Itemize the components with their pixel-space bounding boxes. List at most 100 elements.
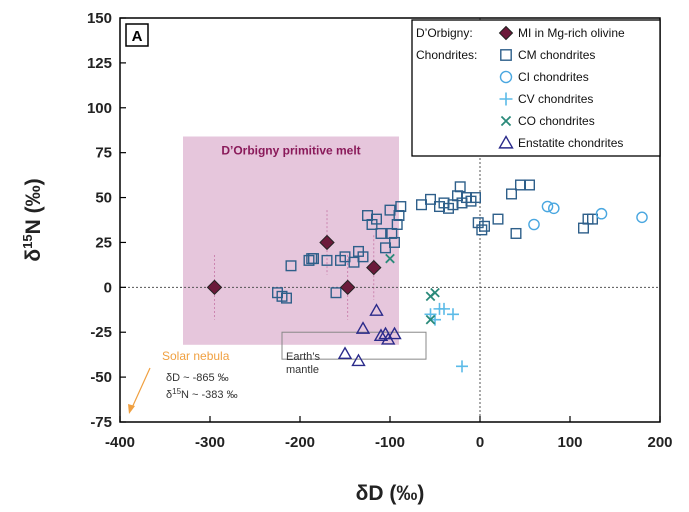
data-point	[595, 207, 608, 220]
x-axis-label: δD (‰)	[356, 482, 425, 505]
data-point	[515, 179, 527, 191]
data-point	[425, 193, 437, 205]
data-point	[321, 254, 333, 266]
y-axis-label-rest: N (‰)	[22, 178, 45, 234]
data-point	[438, 302, 450, 315]
data-point	[636, 211, 648, 224]
data-point	[308, 253, 320, 265]
data-point	[541, 200, 554, 213]
legend-marker	[499, 92, 513, 106]
data-point	[366, 259, 382, 276]
legend: D’Orbigny: Chondrites: MI in Mg-rich olivi…	[411, 19, 661, 157]
y-tick-label: 0	[104, 279, 112, 296]
panel-label-box	[125, 23, 149, 47]
earth-mantle-region	[281, 331, 427, 360]
legend-group-label: D’Orbigny:	[416, 26, 473, 40]
data-point	[578, 222, 590, 234]
data-point	[476, 224, 488, 236]
legend-marker	[498, 135, 514, 149]
legend-marker	[500, 49, 512, 61]
y-axis-label-sup: 15	[20, 234, 35, 248]
data-point	[385, 253, 395, 264]
axes: -400 -300 -200 -100 0 100 200 -75 -50 -25 0 25 50 75 1…	[87, 10, 673, 451]
legend-marker	[498, 25, 514, 41]
legend-label: MI in Mg-rich olivine	[518, 26, 625, 40]
x-tick-label: 100	[557, 434, 582, 451]
y-axis-label: δ15N (‰)	[20, 178, 45, 261]
y-tick-label: -75	[90, 414, 112, 431]
data-point	[456, 360, 468, 373]
series-plus	[424, 302, 468, 373]
x-tick-label: -300	[195, 434, 225, 451]
data-point	[506, 188, 518, 200]
x-tick-label: 0	[476, 434, 484, 451]
data-point	[472, 217, 484, 229]
legend-label: CM chondrites	[518, 48, 595, 62]
data-point	[389, 236, 401, 248]
y-tick-label: 100	[87, 100, 112, 117]
series-diamond	[206, 234, 382, 296]
legend-marker	[500, 115, 512, 127]
y-tick-label: -50	[90, 369, 112, 386]
data-point	[395, 201, 407, 213]
solar-nebula-arrowhead	[128, 404, 135, 414]
data-point	[479, 220, 491, 232]
legend-label: CO chondrites	[518, 114, 595, 128]
data-point	[369, 303, 384, 316]
legend-label: CI chondrites	[518, 70, 589, 84]
x-tick-label: 200	[647, 434, 672, 451]
data-point	[524, 179, 536, 191]
x-tick-label: -400	[105, 434, 135, 451]
y-tick-label: 75	[95, 145, 112, 162]
series-triangle	[337, 303, 402, 367]
data-point	[281, 292, 293, 304]
data-point	[373, 328, 389, 342]
data-point	[357, 251, 369, 263]
solar-nebula-dD: δD ~ -865 ‰	[166, 372, 229, 384]
legend-marker	[499, 70, 513, 84]
solar-nebula-arrow	[130, 367, 151, 411]
legend-label: Enstatite chondrites	[518, 136, 623, 150]
data-point	[548, 202, 560, 215]
data-point	[492, 213, 504, 225]
data-point	[447, 308, 459, 321]
series-square	[272, 179, 599, 304]
y-tick-label: 25	[95, 234, 112, 251]
y-tick-label: 125	[87, 55, 112, 72]
data-point	[371, 213, 383, 225]
earth-mantle-label-line2: mantle	[286, 364, 319, 376]
data-point	[587, 213, 599, 225]
data-point	[425, 314, 436, 325]
y-tick-label: 50	[95, 190, 112, 207]
solar-nebula-label: Solar nebula	[162, 349, 230, 363]
panel-label: A	[132, 28, 143, 45]
data-point	[454, 181, 466, 193]
data-point	[416, 199, 428, 211]
y-tick-label: 150	[87, 10, 112, 27]
solar-nebula-dN: δ15N ~ -383 ‰	[166, 387, 238, 401]
data-point	[339, 279, 356, 296]
data-points	[206, 179, 648, 373]
solar-nebula-dN-rest: N ~ -383 ‰	[181, 389, 238, 401]
data-point	[351, 353, 366, 367]
x-tick-label: -100	[375, 434, 405, 451]
data-point	[319, 234, 335, 251]
y-axis-label-prefix: δ	[22, 249, 45, 262]
solar-nebula-dN-sup: 15	[172, 387, 181, 396]
y-tick-label: -25	[90, 324, 112, 341]
data-point	[470, 192, 482, 204]
x-tick-label: -200	[285, 434, 315, 451]
data-point	[330, 287, 342, 299]
legend-box	[411, 19, 661, 157]
data-point	[375, 227, 387, 239]
legend-label: CV chondrites	[518, 92, 593, 106]
data-point	[528, 218, 540, 231]
data-point	[206, 279, 223, 296]
data-point	[337, 346, 353, 359]
data-point	[430, 287, 440, 298]
data-point	[387, 326, 402, 340]
data-point	[510, 227, 522, 239]
earth-mantle-label-line1: Earth’s	[286, 351, 321, 363]
primitive-melt-region	[183, 136, 399, 345]
